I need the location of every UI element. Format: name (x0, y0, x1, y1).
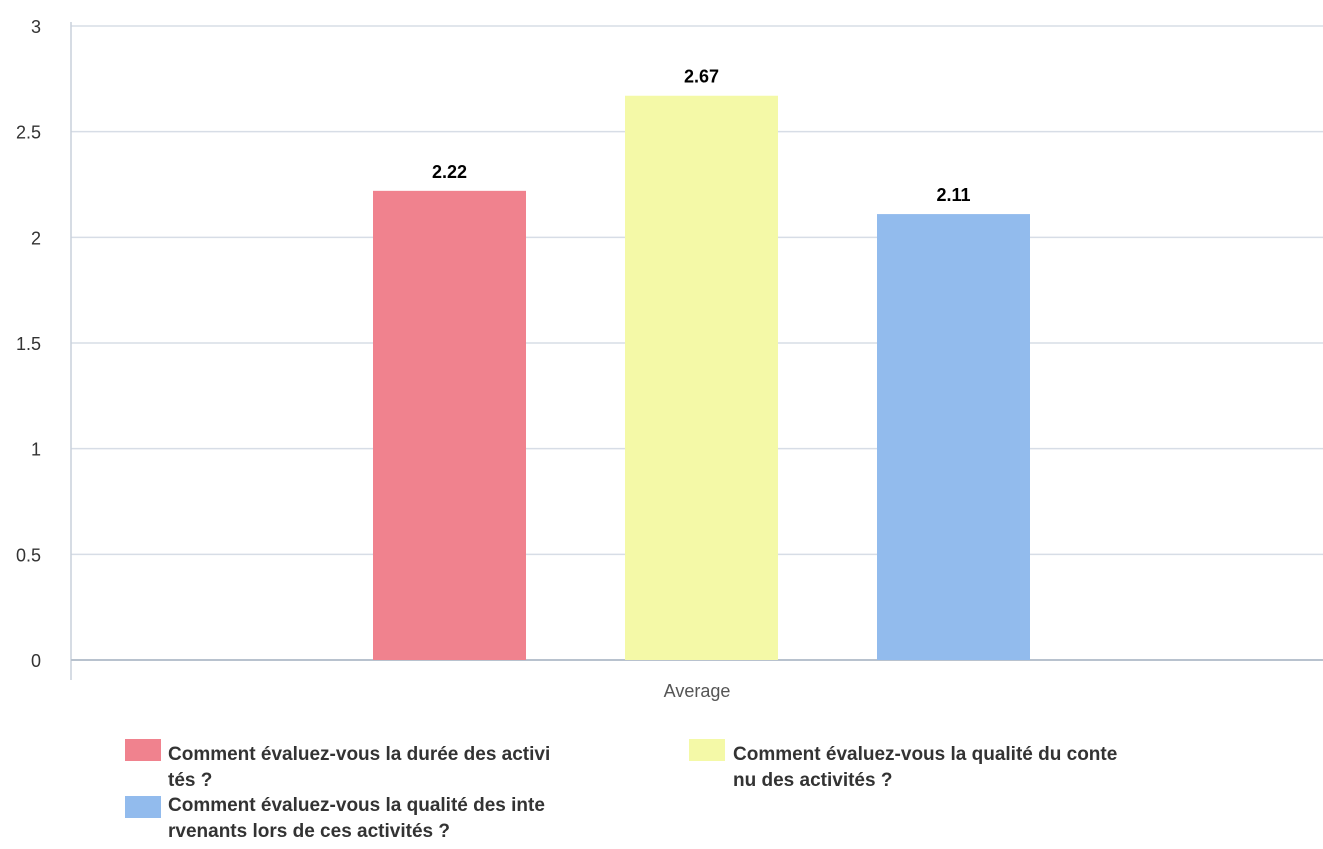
legend-label-line: Comment évaluez-vous la durée des activi (168, 744, 550, 765)
legend-swatch (125, 739, 161, 761)
legend-item-1[interactable]: Comment évaluez-vous la durée des activi… (125, 739, 550, 791)
y-tick-label: 3 (31, 17, 41, 37)
legend-swatch (689, 739, 725, 761)
legend-label-line: tés ? (168, 770, 212, 791)
data-labels: 2.22 2.67 2.11 (432, 67, 971, 205)
y-tick-label: 0 (31, 651, 41, 671)
bar-value-label: 2.11 (936, 185, 970, 205)
legend-item-3[interactable]: Comment évaluez-vous la qualité des inte… (125, 795, 545, 842)
y-tick-label: 1.5 (16, 334, 41, 354)
y-tick-label: 2 (31, 228, 41, 248)
bar-series-2 (625, 95, 778, 661)
y-tick-label: 1 (31, 440, 41, 460)
legend-label-line: nu des activités ? (733, 770, 892, 791)
legend-label-line: Comment évaluez-vous la qualité du conte (733, 744, 1117, 765)
bar-series-3 (877, 214, 1030, 660)
legend-label-line: Comment évaluez-vous la qualité des inte (168, 795, 545, 816)
legend-item-2[interactable]: Comment évaluez-vous la qualité du conte… (689, 739, 1117, 791)
legend: Comment évaluez-vous la durée des activi… (125, 739, 1117, 842)
legend-swatch (125, 796, 161, 818)
y-tick-label: 2.5 (16, 123, 41, 143)
bar-series-1 (373, 190, 526, 660)
x-category-label: Average (664, 681, 731, 701)
bar-value-label: 2.67 (684, 67, 719, 87)
y-tick-label: 0.5 (16, 545, 41, 565)
bars (373, 95, 1030, 661)
legend-label-line: rvenants lors de ces activités ? (168, 821, 450, 842)
bar-value-label: 2.22 (432, 162, 467, 182)
